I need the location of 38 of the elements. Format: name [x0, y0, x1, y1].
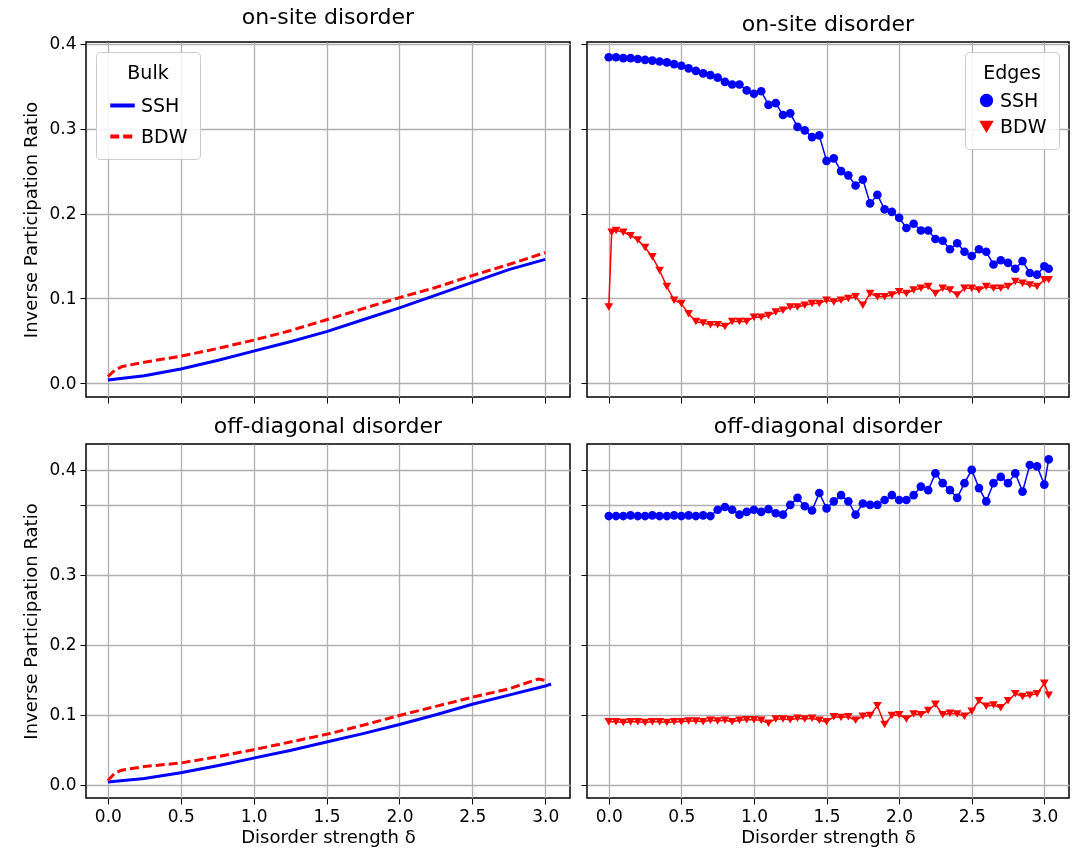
- y-tick-label: 0.4: [49, 459, 77, 480]
- legend-title: Bulk: [127, 61, 169, 83]
- y-tick-label: 0.0: [49, 774, 77, 795]
- chart-title: off-diagonal disorder: [713, 413, 944, 438]
- legend-label: BDW: [1000, 114, 1047, 137]
- x-axis-title: Disorder strength δ: [241, 825, 416, 847]
- x-tick-label: 1.0: [740, 805, 768, 826]
- y-tick-label: 0.2: [49, 634, 77, 655]
- chart-title: on-site disorder: [241, 3, 416, 29]
- x-tick-label: 3.0: [532, 805, 560, 826]
- legend-label: BDW: [141, 124, 188, 147]
- y-tick-label: 0.2: [49, 203, 77, 224]
- y-tick-label: 0.4: [49, 33, 77, 54]
- legend-title: Edges: [983, 61, 1041, 83]
- y-axis-title: Inverse Participation Ratio: [20, 503, 42, 740]
- x-tick-label: 1.0: [240, 805, 268, 826]
- x-tick-label: 0.0: [595, 805, 623, 826]
- y-tick-label: 0.1: [49, 704, 77, 725]
- x-axis-title: Disorder strength δ: [741, 825, 916, 847]
- x-tick-label: 2.5: [958, 805, 986, 826]
- y-tick-label: 0.3: [49, 118, 77, 139]
- x-tick-label: 3.0: [1031, 805, 1059, 826]
- legend-label: SSH: [141, 93, 180, 116]
- x-tick-label: 2.0: [886, 805, 914, 826]
- x-tick-label: 2.5: [459, 805, 487, 826]
- x-tick-label: 0.5: [668, 805, 696, 826]
- x-tick-label: 2.0: [386, 805, 414, 826]
- y-tick-label: 0.0: [49, 372, 77, 393]
- x-tick-label: 0.5: [167, 805, 195, 826]
- y-tick-label: 0.3: [49, 564, 77, 585]
- x-tick-label: 1.5: [813, 805, 841, 826]
- chart-title: off-diagonal disorder: [213, 413, 444, 438]
- x-tick-label: 1.5: [313, 805, 341, 826]
- y-axis-title: Inverse Participation Ratio: [20, 101, 42, 339]
- chart-title: on-site disorder: [741, 11, 916, 36]
- legend-label: SSH: [1000, 88, 1039, 111]
- y-tick-label: 0.1: [49, 287, 77, 308]
- x-tick-label: 0.0: [94, 805, 122, 826]
